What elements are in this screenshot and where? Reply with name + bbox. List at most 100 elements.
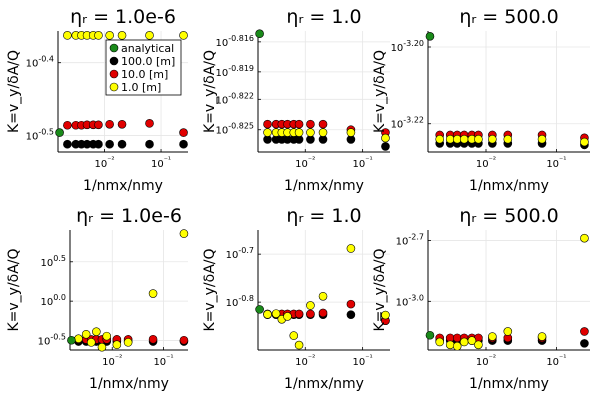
legend-marker [109,56,119,66]
x-tick-label: 10⁻² [476,353,496,368]
point-series-1-0-m [346,244,356,253]
point-series-10-0-m [294,119,304,129]
y-tick-label: 10-0.819 [215,64,254,79]
point-series-1-0-m [503,327,513,336]
point-series-analytical [425,32,435,41]
x-tick-label: 10⁻¹ [353,155,373,170]
point-series-100-0-m [94,139,103,149]
point-series-1-0-m [94,31,103,40]
y-tick-label: 10-0.5 [26,128,54,143]
point-series-1-0-m [580,233,589,243]
x-axis-label: 1/nmx/nmy [284,178,364,194]
point-series-1-0-m [92,327,101,336]
legend-marker [109,82,119,92]
point-series-1-0-m [145,31,154,40]
point-series-1-0-m [537,134,547,144]
y-tick-label: 10-0.816 [215,34,254,49]
point-series-analytical [425,330,435,340]
point-series-1-0-m [580,137,589,147]
point-series-1-0-m [294,128,304,137]
x-tick-label: 10⁻¹ [153,353,173,368]
point-series-1-0-m [452,341,462,351]
point-series-100-0-m [145,139,154,149]
point-series-1-0-m [263,310,272,319]
point-series-10-0-m [117,119,127,129]
y-axis-label: K=v_y/δA/Q [6,248,22,331]
point-series-10-0-m [318,119,328,129]
point-series-1-0-m [289,331,299,340]
point-series-analytical [255,305,264,314]
point-series-1-0-m [488,332,497,341]
point-series-1-0-m [346,128,356,137]
point-series-1-0-m [459,134,469,144]
y-tick-label: 100.0 [41,293,66,308]
point-series-100-0-m [580,339,589,348]
chart-panel-1: 10⁻² 10⁻¹ 10-0.5 10-0.4 ηᵣ = 1.0e-6 1/nmx/nmy… [6,6,188,194]
legend-marker [109,69,119,79]
point-series-1-0-m [381,133,390,143]
point-series-10-0-m [294,309,304,319]
point-series-1-0-m [112,340,122,350]
point-series-1-0-m [474,134,483,144]
x-axis-label: 1/nmx/nmy [469,376,549,392]
point-series-100-0-m [105,139,114,149]
point-series-1-0-m [271,309,281,318]
point-series-1-0-m [306,128,315,137]
point-series-10-0-m [580,327,589,336]
point-series-1-0-m [179,229,189,238]
point-series-100-0-m [381,142,390,151]
point-series-10-0-m [263,119,272,129]
chart-title: ηᵣ = 1.0e-6 [70,6,176,28]
point-series-10-0-m [306,119,315,129]
x-tick-label: 10⁻² [295,155,315,170]
point-series-10-0-m [94,120,103,130]
point-series-100-0-m [346,310,356,319]
point-series-1-0-m [318,128,328,137]
point-series-1-0-m [435,134,445,144]
point-series-10-0-m [179,335,189,345]
legend-label: analytical [121,42,174,55]
chart-title: ηᵣ = 500.0 [459,205,558,227]
legend-box [105,39,182,96]
point-series-1-0-m [381,310,390,320]
point-series-1-0-m [97,342,107,352]
chart-title: ηᵣ = 1.0 [286,205,361,227]
point-series-1-0-m [294,340,304,350]
point-series-10-0-m [105,119,114,129]
y-tick-label: 10-0.4 [26,55,54,70]
chart-title: ηᵣ = 1.0e-6 [76,205,182,227]
point-series-1-0-m [86,338,96,347]
y-tick-label: 10-0.8 [226,294,254,309]
x-tick-label: 10⁻² [476,155,496,170]
point-series-1-0-m [148,289,158,298]
y-tick-label: 10-0.825 [215,122,254,137]
chart-title: ηᵣ = 500.0 [459,6,558,28]
point-series-1-0-m [318,292,328,301]
point-series-100-0-m [179,139,188,149]
point-series-10-0-m [63,120,72,130]
x-tick-label: 10⁻¹ [353,353,373,368]
x-tick-label: 10⁻¹ [546,155,566,170]
point-series-1-0-m [488,134,497,144]
chart-panel-2: 10⁻² 10⁻¹ 10-0.825 10-0.822 10-0.819 10-0.816… [202,6,390,194]
point-series-1-0-m [105,31,114,40]
legend-label: 10.0 [m] [121,68,168,81]
x-axis-label: 1/nmx/nmy [469,178,549,194]
y-tick-label: 100.5 [41,254,66,269]
x-axis-label: 1/nmx/nmy [89,376,169,392]
point-series-100-0-m [117,139,127,149]
point-series-1-0-m [474,340,483,350]
y-tick-label: 10-0.7 [226,246,254,261]
point-series-1-0-m [117,31,127,40]
x-tick-label: 10⁻² [295,353,315,368]
point-series-1-0-m [102,331,112,341]
point-series-1-0-m [81,329,91,339]
y-tick-label: 10-3.22 [391,116,424,131]
point-series-1-0-m [306,301,315,310]
x-tick-label: 10⁻² [102,353,122,368]
point-series-10-0-m [346,299,356,309]
legend-label: 100.0 [m] [121,55,175,68]
x-axis-label: 1/nmx/nmy [83,178,163,194]
